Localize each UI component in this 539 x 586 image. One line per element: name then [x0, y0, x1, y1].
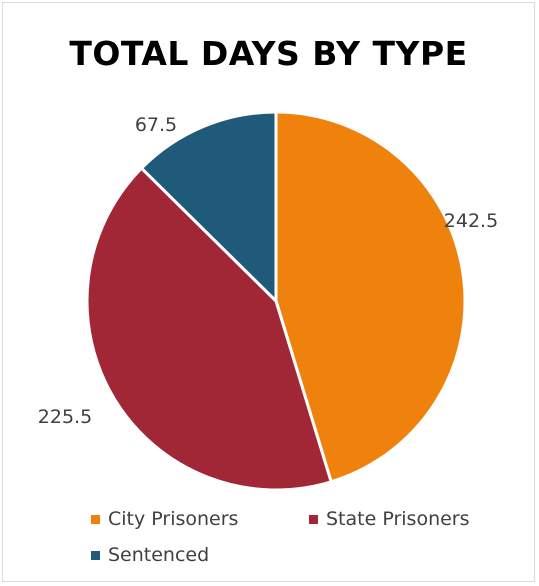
legend-label-state-prisoners: State Prisoners [326, 508, 470, 530]
data-label-state-prisoners: 225.5 [38, 406, 92, 428]
legend-label-city-prisoners: City Prisoners [108, 508, 239, 530]
legend-swatch-state-prisoners [309, 514, 318, 524]
data-label-city-prisoners: 242.5 [444, 210, 498, 232]
legend-swatch-city-prisoners [91, 514, 100, 524]
pie-chart: 242.5 225.5 67.5 [38, 110, 498, 492]
chart-frame: TOTAL DAYS BY TYPE 242.5 225.5 67.5 City P… [2, 2, 535, 582]
pie-slice-state-prisoners [85, 166, 333, 492]
legend-item-state-prisoners: State Prisoners [309, 508, 470, 530]
chart-title: TOTAL DAYS BY TYPE [69, 34, 468, 73]
data-label-sentenced: 67.5 [135, 114, 177, 136]
legend-swatch-sentenced [91, 550, 100, 560]
pie-slice-sentenced [139, 110, 278, 303]
pie-slice-city-prisoners [274, 110, 467, 484]
legend-item-sentenced: Sentenced [91, 544, 209, 566]
legend-label-sentenced: Sentenced [108, 544, 210, 566]
legend-item-city-prisoners: City Prisoners [91, 508, 238, 530]
